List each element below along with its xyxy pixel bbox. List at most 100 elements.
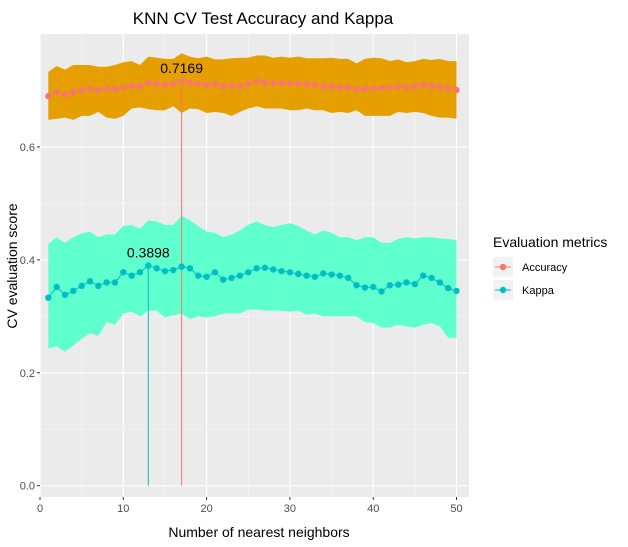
x-tick-label: 10 <box>117 503 129 515</box>
y-axis: 0.0 0.2 0.4 0.6 <box>20 142 40 493</box>
point-kappa <box>311 273 319 280</box>
point-accuracy <box>270 79 277 87</box>
point-accuracy <box>103 85 110 92</box>
point-kappa <box>145 262 152 269</box>
ribbon-accuracy <box>48 53 457 120</box>
point-kappa <box>211 269 219 276</box>
point-kappa <box>261 264 269 271</box>
point-kappa <box>411 280 419 288</box>
ribbon-kappa <box>48 215 457 352</box>
point-kappa <box>403 279 410 286</box>
x-axis-title: Number of nearest neighbors <box>168 524 349 540</box>
point-accuracy <box>95 87 102 94</box>
point-accuracy <box>236 82 244 90</box>
point-accuracy <box>320 83 327 90</box>
point-kappa <box>128 272 135 279</box>
point-accuracy <box>336 84 344 91</box>
point-accuracy <box>378 84 385 91</box>
legend-key-point-accuracy <box>499 263 507 271</box>
y-axis-title: CV evaluation score <box>4 203 20 329</box>
point-accuracy <box>261 79 269 86</box>
x-tick-label: 30 <box>284 503 296 515</box>
point-accuracy <box>370 85 377 92</box>
point-kappa <box>53 283 60 291</box>
point-accuracy <box>220 83 227 90</box>
point-accuracy <box>153 80 160 87</box>
point-kappa <box>236 272 244 279</box>
point-kappa <box>203 273 210 280</box>
y-tick-label: 0.4 <box>20 255 35 267</box>
point-accuracy <box>53 88 60 96</box>
point-kappa <box>295 270 302 278</box>
point-kappa <box>170 266 177 274</box>
legend-title: Evaluation metrics <box>493 234 607 250</box>
point-accuracy <box>45 92 52 100</box>
point-accuracy <box>170 80 177 87</box>
point-kappa <box>153 265 160 272</box>
point-kappa <box>345 274 352 282</box>
point-kappa <box>95 282 102 290</box>
point-kappa <box>386 282 394 289</box>
point-accuracy <box>186 79 194 87</box>
point-accuracy <box>453 86 460 94</box>
point-kappa <box>111 279 119 286</box>
point-kappa <box>286 269 294 276</box>
ribbons <box>48 53 457 352</box>
chart-title: KNN CV Test Accuracy and Kappa <box>133 9 394 28</box>
point-kappa <box>428 274 435 282</box>
point-kappa <box>70 287 77 295</box>
point-accuracy <box>303 81 310 88</box>
point-accuracy <box>286 79 294 87</box>
point-accuracy <box>245 80 252 87</box>
legend-label-kappa: Kappa <box>522 285 555 297</box>
point-accuracy <box>211 81 219 88</box>
point-kappa <box>61 291 69 299</box>
point-kappa <box>353 282 360 289</box>
series-points <box>45 77 460 301</box>
point-kappa <box>278 267 285 275</box>
point-kappa <box>86 278 94 285</box>
x-axis: 0 10 20 30 40 50 <box>37 497 463 515</box>
point-accuracy <box>128 82 135 90</box>
x-tick-label: 40 <box>367 503 379 515</box>
point-kappa <box>178 263 185 270</box>
point-accuracy <box>386 84 394 91</box>
point-kappa <box>370 283 377 291</box>
point-kappa <box>453 287 460 295</box>
point-kappa <box>161 267 169 275</box>
y-tick-label: 0.0 <box>20 481 35 493</box>
point-kappa <box>303 272 310 279</box>
point-accuracy <box>345 84 352 91</box>
point-kappa <box>436 279 444 286</box>
point-accuracy <box>70 88 77 96</box>
max-annotations: 0.7169 0.3898 <box>127 60 203 261</box>
point-accuracy <box>61 91 69 98</box>
point-kappa <box>245 269 252 276</box>
point-accuracy <box>120 84 127 91</box>
point-accuracy <box>311 81 319 89</box>
y-tick-label: 0.6 <box>20 142 35 154</box>
point-kappa <box>195 272 202 279</box>
point-kappa <box>220 276 227 283</box>
max-vertical-lines <box>147 80 183 486</box>
x-tick-label: 20 <box>200 503 212 515</box>
point-accuracy <box>111 86 119 93</box>
max-label-accuracy: 0.7169 <box>160 60 203 76</box>
point-accuracy <box>328 83 335 90</box>
x-tick-label: 50 <box>450 503 462 515</box>
point-accuracy <box>295 80 302 87</box>
point-accuracy <box>278 79 285 87</box>
point-accuracy <box>361 85 369 92</box>
point-accuracy <box>394 83 402 90</box>
point-kappa <box>253 265 260 272</box>
x-tick-label: 0 <box>37 503 43 515</box>
point-kappa <box>228 274 235 282</box>
point-accuracy <box>403 84 410 91</box>
point-kappa <box>320 270 327 277</box>
point-kappa <box>328 271 335 278</box>
point-accuracy <box>178 77 185 85</box>
point-accuracy <box>428 82 435 90</box>
point-accuracy <box>86 85 94 92</box>
point-kappa <box>120 269 127 276</box>
